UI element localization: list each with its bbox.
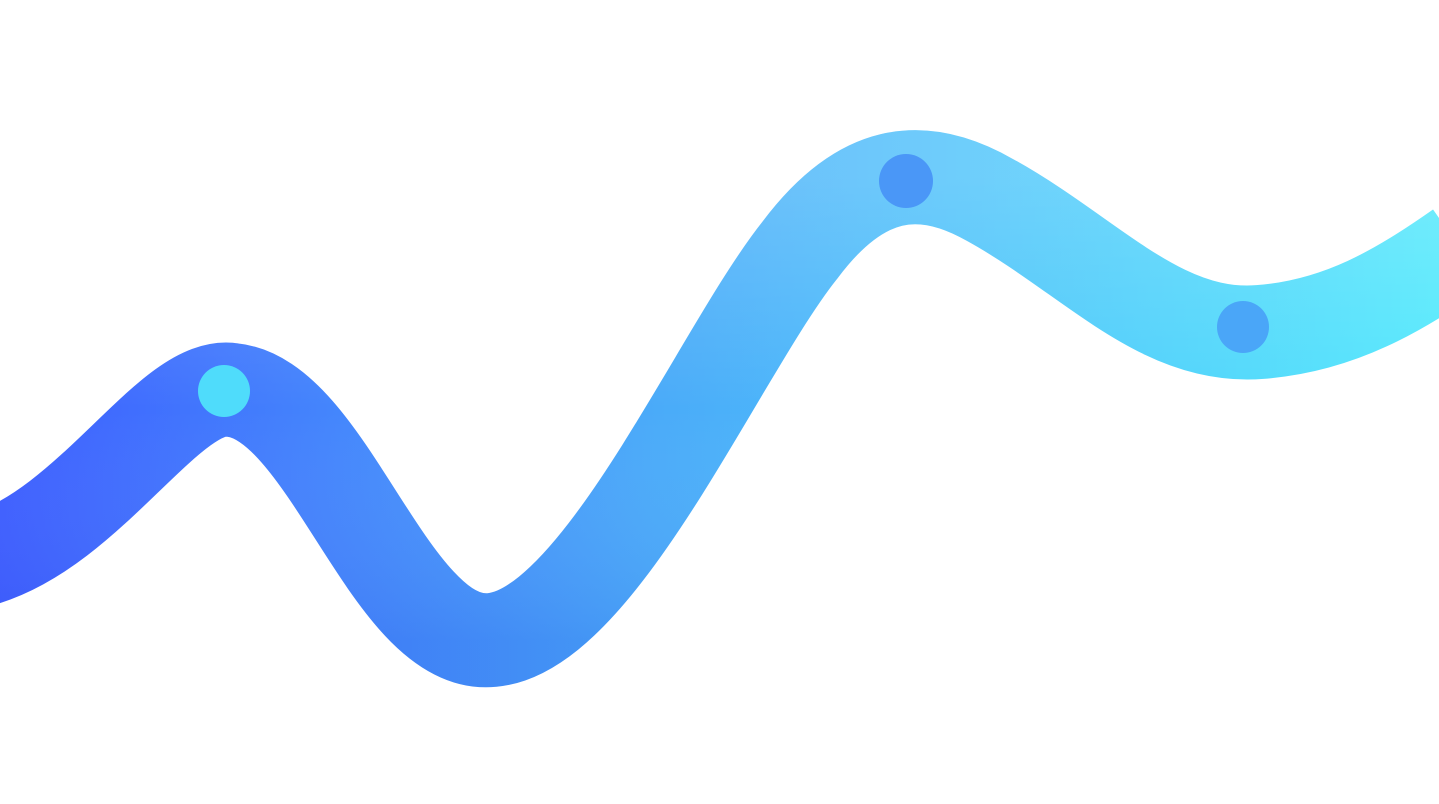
circle-marker-icon	[198, 365, 250, 417]
circle-marker-icon	[879, 154, 933, 208]
circle-marker-icon	[1217, 301, 1269, 353]
